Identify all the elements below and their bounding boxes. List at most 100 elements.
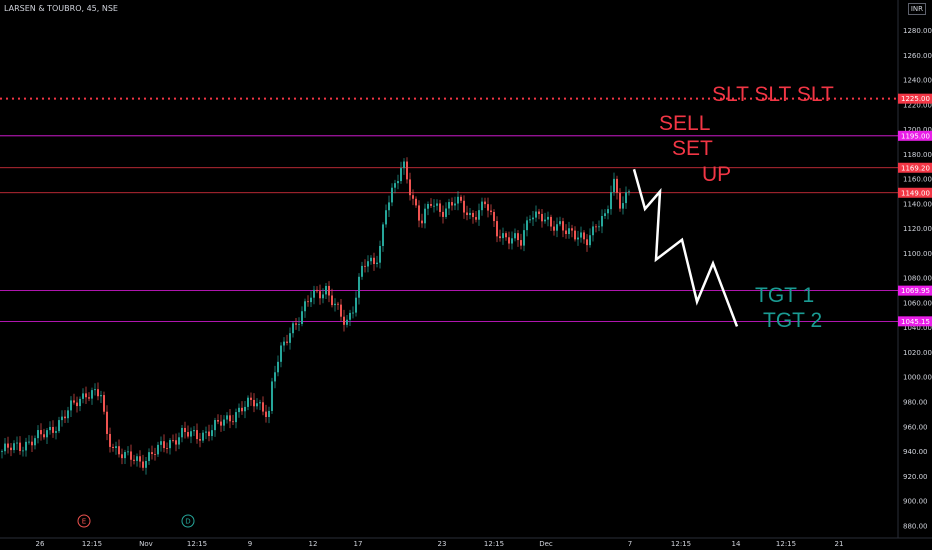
y-tick-label: 940.00 [903, 448, 928, 456]
candle-body [322, 294, 324, 299]
price-tag-label: 1069.95 [901, 287, 930, 295]
y-tick-label: 1180.00 [903, 151, 932, 159]
candle-body [313, 289, 315, 298]
candle-body [436, 203, 438, 206]
candle-body [136, 456, 138, 461]
candle-body [358, 276, 360, 298]
candle-body [304, 301, 306, 312]
candle-body [625, 192, 627, 204]
chart-annotation: TGT 1 [755, 284, 814, 307]
candle-body [439, 203, 441, 212]
candle-body [367, 261, 369, 267]
candle-body [226, 415, 228, 420]
candle-body [574, 230, 576, 240]
currency-badge[interactable]: INR [907, 3, 926, 15]
candle-body [478, 210, 480, 220]
candle-body [97, 389, 99, 397]
candle-body [535, 211, 537, 218]
candle-body [187, 432, 189, 437]
candle-body [265, 411, 267, 417]
candle-body [181, 427, 183, 438]
price-tag-bg [898, 130, 932, 141]
candle-body [193, 430, 195, 432]
candle-body [352, 312, 354, 314]
chart-annotation: SLT SLT SLT [712, 83, 834, 106]
candle-body [319, 291, 321, 299]
candle-body [445, 208, 447, 217]
candle-body [394, 183, 396, 188]
chart-annotation: SELL [659, 112, 710, 135]
candle-body [262, 402, 264, 412]
candle-body [307, 301, 309, 303]
candle-body [247, 397, 249, 407]
x-tick-label: 14 [732, 540, 741, 548]
candle-body [496, 221, 498, 237]
candle-body [340, 304, 342, 317]
candle-body [82, 393, 84, 399]
candle-body [475, 217, 477, 220]
candle-body [277, 361, 279, 373]
candle-body [28, 441, 30, 443]
price-tag-label: 1149.00 [901, 189, 930, 197]
candle-body [31, 441, 33, 446]
candle-body [220, 421, 222, 426]
candle-body [148, 452, 150, 461]
y-tick-label: 920.00 [903, 473, 928, 481]
event-marker-circle [77, 514, 91, 528]
y-tick-label: 1000.00 [903, 374, 932, 382]
candle-body [484, 201, 486, 205]
candle-body [64, 416, 66, 419]
candle-body [268, 410, 270, 417]
candle-body [517, 233, 519, 241]
candle-body [553, 226, 555, 231]
candle-body [514, 233, 516, 239]
candle-body [433, 205, 435, 207]
y-tick-label: 1240.00 [903, 77, 932, 85]
y-tick-label: 980.00 [903, 399, 928, 407]
y-tick-label: 1200.00 [903, 126, 932, 134]
y-tick-label: 1260.00 [903, 52, 932, 60]
candle-body [463, 200, 465, 213]
candle-body [253, 399, 255, 407]
candle-body [295, 323, 297, 325]
candle-body [388, 202, 390, 211]
candle-body [493, 211, 495, 222]
candle-body [361, 265, 363, 277]
candle-body [472, 212, 474, 218]
candle-body [541, 213, 543, 222]
y-tick-label: 1060.00 [903, 299, 932, 307]
candle-body [127, 451, 129, 453]
price-tag-bg [898, 285, 932, 296]
candle-body [571, 228, 573, 231]
candle-body [487, 204, 489, 211]
candle-body [568, 228, 570, 235]
candle-body [169, 440, 171, 449]
candle-body [256, 403, 258, 407]
x-tick-label: 26 [36, 540, 45, 548]
candle-body [310, 297, 312, 303]
x-tick-label: 12 [309, 540, 318, 548]
candle-body [157, 444, 159, 455]
candle-body [196, 430, 198, 440]
candle-body [406, 161, 408, 180]
candle-body [292, 323, 294, 334]
candle-body [133, 459, 135, 461]
candle-body [1, 451, 3, 453]
candle-body [100, 395, 102, 397]
x-tick-label: 12:15 [484, 540, 504, 548]
y-tick-label: 1120.00 [903, 225, 932, 233]
candle-body [457, 196, 459, 204]
candle-body [154, 454, 156, 455]
event-marker-circle [181, 514, 195, 528]
candle-body [184, 427, 186, 433]
chart-annotation: UP [702, 163, 731, 186]
price-tag-label: 1045.15 [901, 318, 930, 326]
candle-body [595, 226, 597, 228]
candle-body [508, 237, 510, 244]
candle-body [538, 211, 540, 214]
candle-body [331, 295, 333, 306]
candle-body [112, 446, 114, 448]
candle-body [502, 233, 504, 239]
candle-body [544, 219, 546, 222]
